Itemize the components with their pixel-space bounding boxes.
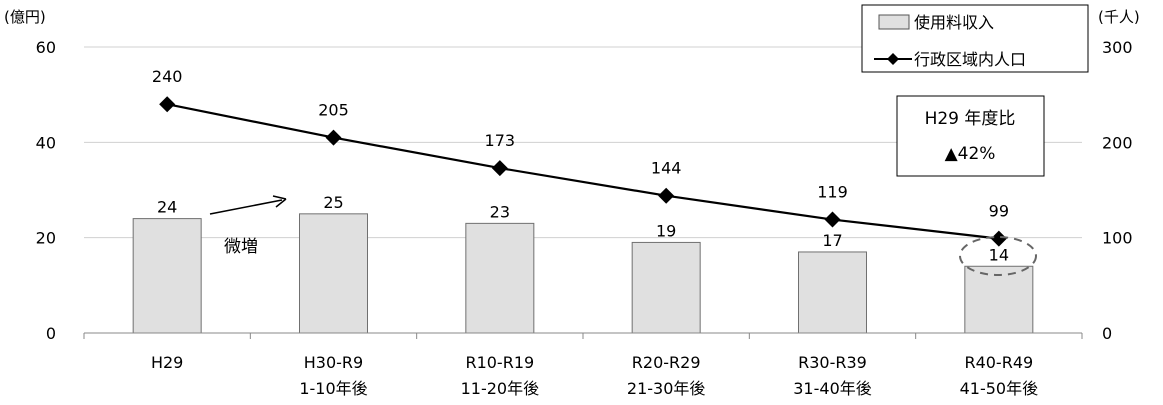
bar-value-label: 17 (822, 231, 842, 250)
line-point-marker (159, 96, 176, 113)
increase-arrow-shaft (209, 199, 283, 215)
left-tick-label: 0 (46, 324, 56, 343)
category-sublabel: 41-50年後 (960, 379, 1039, 398)
line-point-marker (990, 230, 1007, 247)
category-sublabel: 11-20年後 (461, 379, 540, 398)
ratio-box-line1: H29 年度比 (925, 109, 1016, 129)
category-label: R40-R49 (964, 353, 1033, 372)
line-value-label: 119 (817, 183, 848, 202)
category-label: R30-R39 (798, 353, 867, 372)
right-tick-label: 0 (1102, 324, 1112, 343)
category-sublabel: 1-10年後 (299, 379, 367, 398)
population-line (166, 103, 999, 240)
line-point-marker (491, 160, 508, 177)
right-axis-unit: (千人) (1098, 8, 1140, 26)
bar-value-label: 14 (989, 245, 1009, 264)
highlight-ellipse (959, 236, 1037, 276)
bar (964, 265, 1034, 334)
line-value-label: 240 (152, 67, 183, 86)
ratio-annotation-box: H29 年度比 ▲42% (896, 95, 1045, 177)
increase-arrow-head (272, 195, 287, 208)
category-sublabel: 31-40年後 (793, 379, 872, 398)
bar (465, 222, 535, 334)
line-value-label: 205 (318, 101, 349, 120)
right-tick-label: 300 (1102, 38, 1133, 57)
line-point-marker (325, 129, 342, 146)
line-value-label: 173 (485, 131, 516, 150)
line-point-marker (824, 211, 841, 228)
bar-value-label: 24 (157, 198, 177, 217)
bar (132, 218, 202, 334)
left-tick-label: 60 (36, 38, 56, 57)
bar-value-label: 23 (490, 202, 510, 221)
bar-value-label: 25 (323, 193, 343, 212)
legend-label-bar: 使用料収入 (914, 13, 994, 32)
line-value-label: 144 (651, 159, 682, 178)
left-axis-unit: (億円) (4, 8, 46, 26)
line-value-label: 99 (989, 202, 1009, 221)
legend-bar-swatch (878, 14, 910, 30)
axes: 0 20 40 60 0 100 200 300 H29 H30-R9 1-10年後 R10-R19 1… (36, 38, 1133, 398)
increase-annotation: 微増 (209, 195, 287, 257)
increase-label: 微増 (224, 237, 258, 257)
left-tick-label: 20 (36, 229, 56, 248)
category-label: H29 (151, 353, 183, 372)
category-label: H30-R9 (304, 353, 363, 372)
data-labels: 24 25 23 19 17 14 240 205 173 144 119 99 (152, 67, 1009, 264)
category-sublabel: 21-30年後 (627, 379, 706, 398)
right-tick-label: 200 (1102, 133, 1133, 152)
ratio-box-frame (896, 95, 1045, 177)
ratio-box-line2: ▲42% (945, 144, 996, 164)
category-label: R10-R19 (465, 353, 534, 372)
bar (631, 241, 701, 334)
legend-diamond-marker (887, 53, 899, 65)
bar-value-label: 19 (656, 221, 676, 240)
category-label: R20-R29 (632, 353, 701, 372)
legend-label-line: 行政区域内人口 (914, 50, 1026, 69)
line-point-marker (658, 187, 675, 204)
bar (299, 213, 368, 334)
left-tick-label: 40 (36, 133, 56, 152)
line-series (159, 96, 1007, 247)
bar (798, 251, 867, 334)
legend: 使用料収入 行政区域内人口 (861, 4, 1089, 73)
right-tick-label: 100 (1102, 229, 1133, 248)
bar-series (132, 213, 1034, 334)
